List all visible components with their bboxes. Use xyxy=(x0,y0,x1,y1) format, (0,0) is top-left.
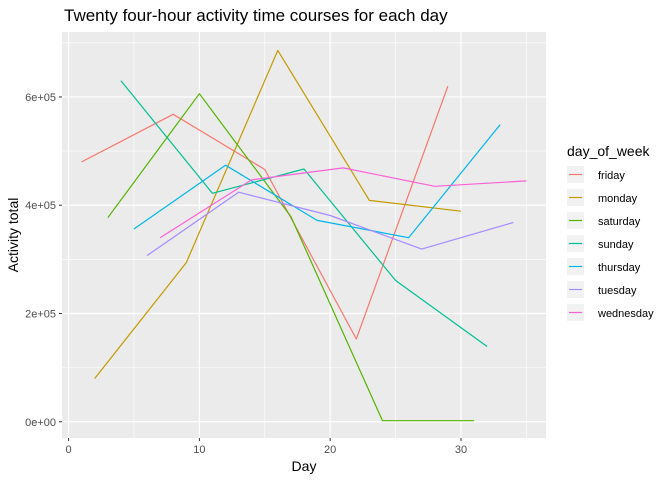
chart-title: Twenty four-hour activity time courses f… xyxy=(64,6,448,25)
y-tick-label: 2e+05 xyxy=(25,308,56,320)
legend-label: friday xyxy=(598,170,625,182)
legend-label: tuesday xyxy=(598,285,637,297)
x-axis: 0 10 20 30 xyxy=(65,438,467,456)
legend-label: monday xyxy=(598,193,638,205)
legend: day_of_week friday monday saturday sunday th… xyxy=(567,143,654,321)
x-tick-label: 0 xyxy=(65,444,71,456)
legend-item-tuesday: tuesday xyxy=(567,281,637,298)
legend-item-saturday: saturday xyxy=(567,212,641,229)
x-axis-title: Day xyxy=(292,458,317,474)
legend-items: friday monday saturday sunday thursday tuesda… xyxy=(567,166,654,321)
y-tick-label: 4e+05 xyxy=(25,200,56,212)
legend-label: saturday xyxy=(598,216,641,228)
legend-item-thursday: thursday xyxy=(567,258,641,275)
y-axis: 0e+00 2e+05 4e+05 6e+05 xyxy=(25,92,62,429)
legend-title: day_of_week xyxy=(567,143,651,159)
x-tick-label: 10 xyxy=(193,444,205,456)
legend-label: wednesday xyxy=(597,308,654,320)
x-tick-label: 20 xyxy=(324,444,336,456)
legend-item-friday: friday xyxy=(567,166,625,183)
legend-item-sunday: sunday xyxy=(567,235,634,252)
legend-label: thursday xyxy=(598,262,641,274)
x-tick-label: 30 xyxy=(455,444,467,456)
legend-item-wednesday: wednesday xyxy=(567,304,654,321)
legend-label: sunday xyxy=(598,239,634,251)
y-axis-title: Activity total xyxy=(5,198,21,273)
y-tick-label: 0e+00 xyxy=(25,417,56,429)
y-tick-label: 6e+05 xyxy=(25,92,56,104)
legend-item-monday: monday xyxy=(567,189,638,206)
